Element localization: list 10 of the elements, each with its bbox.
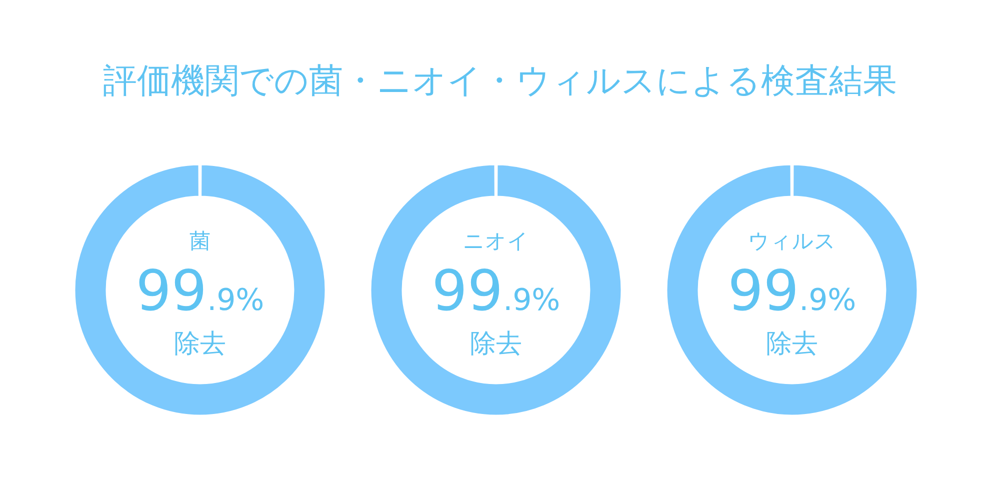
slice-label: 除去 [174,329,226,359]
text: ウィルス [748,229,836,253]
text: 菌 [190,229,210,253]
data-label: 99.9% [136,259,264,324]
text: ニオイ [463,229,529,253]
slice-label: 除去 [766,329,818,359]
text: 評価機関での菌・ニオイ・ウィルスによる検査結果 [103,61,897,101]
slice-label: 除去 [470,329,522,359]
data-label: 99.9% [432,259,560,324]
data-label: 99.9% [728,259,856,324]
